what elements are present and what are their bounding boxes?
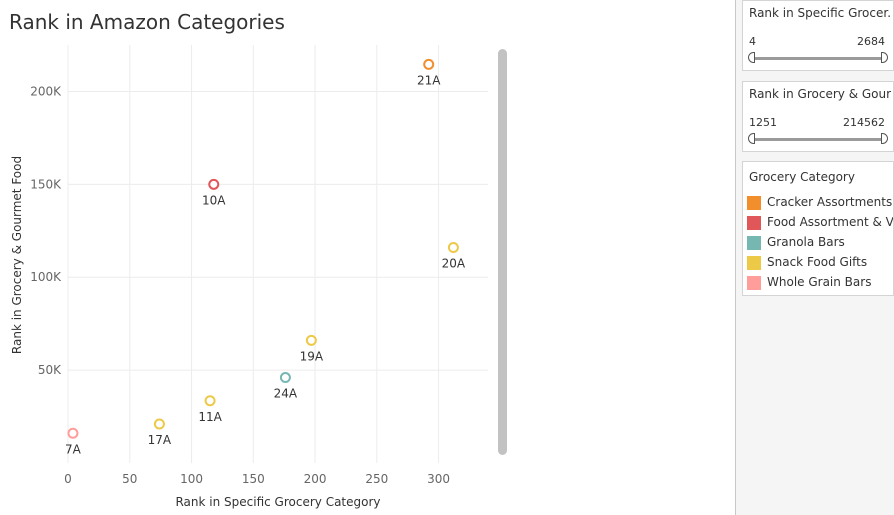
point-label: 7A	[65, 442, 82, 456]
filter-card-grocery-rank: Rank in Grocery & Gour... 1251 214562	[742, 81, 894, 152]
legend-label: Whole Grain Bars	[767, 275, 872, 289]
y-tick-label: 150K	[30, 177, 62, 191]
point-label: 11A	[198, 410, 222, 424]
x-axis-title: Rank in Specific Grocery Category	[175, 495, 380, 509]
range-slider-track[interactable]	[751, 138, 885, 141]
x-tick-label: 250	[365, 472, 388, 486]
scatter-point	[423, 58, 435, 70]
scatter-point	[305, 334, 317, 346]
filter-legend-panel: Rank in Specific Grocer... 4 2684 Rank i…	[736, 0, 894, 515]
legend-label: Food Assortment & V..	[767, 215, 893, 229]
scatter-point	[447, 241, 459, 253]
range-slider-min-handle[interactable]	[748, 52, 755, 63]
panel-divider	[735, 0, 736, 515]
legend-swatch	[747, 236, 761, 250]
legend-swatch	[747, 256, 761, 270]
legend-label: Cracker Assortments	[767, 195, 893, 209]
range-slider-track[interactable]	[751, 57, 885, 60]
scatter-point	[153, 418, 165, 430]
legend-label: Granola Bars	[767, 235, 845, 249]
point-label: 24A	[274, 387, 298, 401]
legend-item-granola-bars[interactable]: Granola Bars	[747, 234, 894, 250]
x-tick-label: 200	[304, 472, 327, 486]
y-tick-label: 100K	[30, 270, 62, 284]
filter-min-value: 1251	[749, 116, 777, 129]
legend-item-food-assortment[interactable]: Food Assortment & V..	[747, 214, 894, 230]
filter-card-specific-rank: Rank in Specific Grocer... 4 2684	[742, 0, 894, 71]
range-slider-max-handle[interactable]	[881, 133, 888, 144]
y-tick-label: 50K	[38, 363, 62, 377]
x-tick-label: 50	[122, 472, 137, 486]
filter-min-value: 4	[749, 35, 756, 48]
filter-title: Rank in Grocery & Gour...	[749, 87, 891, 101]
legend-title: Grocery Category	[749, 170, 855, 184]
point-label: 10A	[202, 193, 226, 207]
x-tick-label: 300	[427, 472, 450, 486]
filter-max-value: 214562	[843, 116, 885, 129]
scatter-point	[204, 395, 216, 407]
scatter-point	[279, 372, 291, 384]
point-label: 17A	[148, 433, 172, 447]
x-tick-label: 100	[180, 472, 203, 486]
legend-item-whole-grain-bars[interactable]: Whole Grain Bars	[747, 274, 894, 290]
legend-card: Grocery Category Cracker Assortments Foo…	[742, 161, 894, 296]
scatter-point	[67, 427, 79, 439]
vertical-scrollbar[interactable]	[498, 49, 507, 455]
chart-title: Rank in Amazon Categories	[9, 10, 285, 34]
point-label: 21A	[417, 73, 441, 87]
legend-item-snack-food-gifts[interactable]: Snack Food Gifts	[747, 254, 894, 270]
legend-swatch	[747, 276, 761, 290]
range-slider-min-handle[interactable]	[748, 133, 755, 144]
x-tick-label: 0	[64, 472, 72, 486]
legend-item-cracker-assortments[interactable]: Cracker Assortments	[747, 194, 894, 210]
scatter-plot: 0 50 100 150 200 250 300 50K 100K 150K 200K Rank in…	[10, 45, 507, 509]
filter-title: Rank in Specific Grocer...	[749, 6, 891, 20]
point-label: 19A	[300, 349, 324, 363]
x-tick-label: 150	[242, 472, 265, 486]
point-label: 20A	[442, 256, 466, 270]
filter-max-value: 2684	[857, 35, 885, 48]
scatter-point	[208, 178, 220, 190]
legend-swatch	[747, 216, 761, 230]
range-slider-max-handle[interactable]	[881, 52, 888, 63]
legend-label: Snack Food Gifts	[767, 255, 868, 269]
y-tick-label: 200K	[30, 84, 62, 98]
legend-swatch	[747, 196, 761, 210]
y-axis-title: Rank in Grocery & Gourmet Food	[10, 156, 24, 354]
